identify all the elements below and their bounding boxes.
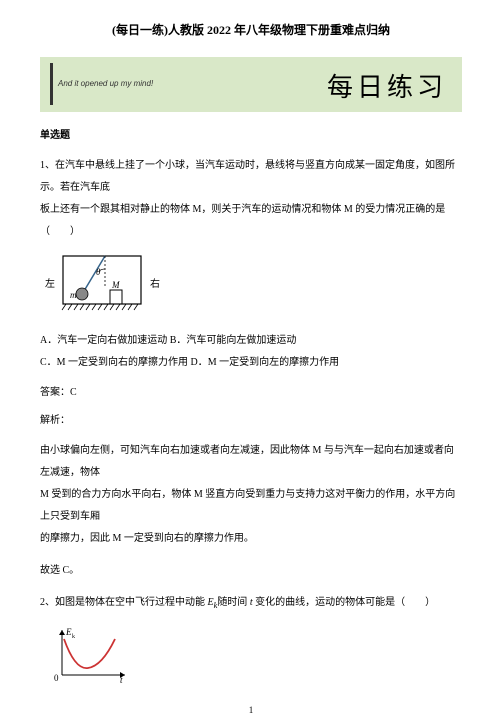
q1-right-label: 右	[150, 276, 160, 294]
section-label: 单选题	[40, 127, 462, 145]
q1-explain-label: 解析：	[40, 412, 462, 430]
q1-explain-l1: 由小球偏向左侧，可知汽车向右加速或者向左减速，因此物体 M 与与汽车一起向右加速…	[40, 445, 454, 478]
question-2: 2、如图是物体在空中飞行过程中动能 Ek随时间 t 变化的曲线，运动的物体可能是…	[40, 592, 462, 615]
q2-body3: 变化的曲线，运动的物体可能是（ ）	[253, 597, 436, 608]
svg-text:E: E	[65, 627, 72, 637]
q1-body-line1: 在汽车中悬线上挂了一个小球，当汽车运动时，悬线将与竖直方向成某一固定角度，如图所…	[40, 160, 455, 193]
q1-body-line2: 板上还有一个跟其相对静止的物体 M，则关于汽车的运动情况和物体 M 的受力情况正…	[40, 204, 445, 237]
q1-opt-ab: A．汽车一定向右做加速运动 B．汽车可能向左做加速运动	[40, 330, 462, 352]
svg-text:m: m	[70, 290, 77, 300]
q1-svg-icon: m θ M	[60, 253, 145, 318]
svg-text:M: M	[111, 280, 120, 290]
q1-options: A．汽车一定向右做加速运动 B．汽车可能向左做加速运动 C．M 一定受到向右的摩…	[40, 330, 462, 374]
banner: And it opened up my mind! 每日练习	[40, 57, 462, 112]
q1-opt-cd: C．M 一定受到向右的摩擦力作用 D．M 一定受到向左的摩擦力作用	[40, 352, 462, 374]
q2-body2: 随时间	[217, 597, 250, 608]
q1-conclusion: 故选 C。	[40, 560, 462, 582]
svg-text:t: t	[120, 675, 123, 685]
q2-number: 2、	[40, 597, 55, 608]
page-number: 1	[40, 702, 462, 718]
q1-diagram: 左 m θ M 右	[40, 253, 462, 318]
banner-accent-line	[50, 63, 53, 105]
q1-explain-l3: 的摩擦力，因此 M 一定受到向右的摩擦力作用。	[40, 533, 254, 544]
q1-explain-l2: M 受到的合力方向水平向右，物体 M 竖直方向受到重力与支持力这对平衡力的作用，…	[40, 489, 455, 522]
banner-chinese-text: 每日练习	[327, 65, 447, 112]
q2-ek: Ek	[208, 597, 218, 608]
q1-number: 1、	[40, 160, 55, 171]
q2-svg-icon: E k t 0	[50, 625, 130, 685]
q2-diagram: E k t 0	[50, 625, 462, 692]
question-1: 1、在汽车中悬线上挂了一个小球，当汽车运动时，悬线将与竖直方向成某一固定角度，如…	[40, 155, 462, 243]
q1-left-label: 左	[45, 276, 55, 294]
svg-text:0: 0	[54, 673, 59, 683]
doc-title: (每日一练)人教版 2022 年八年级物理下册重难点归纳	[40, 20, 462, 42]
svg-text:θ: θ	[96, 267, 101, 277]
banner-english-text: And it opened up my mind!	[58, 77, 153, 91]
q2-body: 如图是物体在空中飞行过程中动能	[55, 597, 208, 608]
q1-answer: 答案：C	[40, 384, 462, 402]
svg-text:k: k	[72, 634, 75, 640]
q1-explanation: 由小球偏向左侧，可知汽车向右加速或者向左减速，因此物体 M 与与汽车一起向右加速…	[40, 440, 462, 550]
